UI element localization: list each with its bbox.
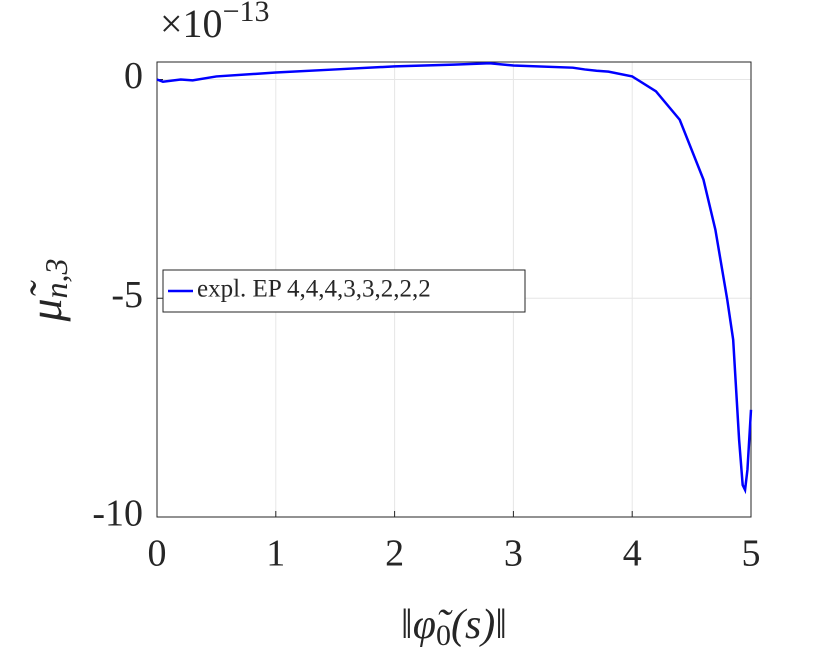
multiplier-exponent: −13 xyxy=(223,0,270,28)
multiplier: ×10−13 xyxy=(160,0,269,46)
y-tick-label: -5 xyxy=(111,274,143,316)
x-axis-label: ‖φ̃0(s)‖ xyxy=(401,602,507,652)
y-tick-label: 0 xyxy=(124,55,143,97)
x-tick-label: 1 xyxy=(266,533,285,575)
axes-box xyxy=(156,61,752,518)
legend-label: expl. EP 4,4,4,3,3,2,2,2 xyxy=(197,276,431,303)
x-label-subscript: 0 xyxy=(436,619,451,652)
x-tick-label: 5 xyxy=(742,533,761,575)
y-axis-label: μ̃n,3 xyxy=(20,258,75,322)
x-label-open: ‖ xyxy=(401,602,413,648)
x-label-rest: (s) xyxy=(451,602,495,648)
x-tick-label: 2 xyxy=(385,533,404,575)
data-line xyxy=(156,62,753,495)
y-tick-label: -10 xyxy=(92,493,143,535)
y-label-subscript: n,3 xyxy=(38,258,74,298)
x-tick-label: 0 xyxy=(148,533,167,575)
x-tick-label: 4 xyxy=(623,533,642,575)
legend: expl. EP 4,4,4,3,3,2,2,2 xyxy=(162,269,526,313)
x-label-close: ‖ xyxy=(495,602,507,648)
x-tick-label: 3 xyxy=(504,533,523,575)
multiplier-base: ×10 xyxy=(160,1,223,46)
legend-box xyxy=(162,269,526,313)
